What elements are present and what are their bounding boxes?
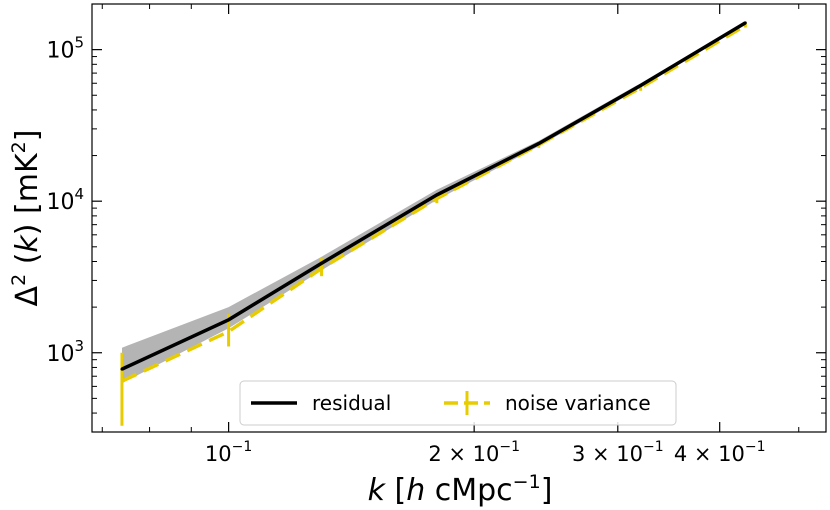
- residual-point: [227, 318, 231, 322]
- residual-point: [537, 142, 541, 146]
- y-tick-label: 104: [46, 185, 84, 215]
- x-axis-label: k [h cMpc−1]: [368, 471, 553, 508]
- x-tick-label: 10−1: [205, 439, 252, 466]
- residual-point: [743, 21, 747, 25]
- residual-point: [639, 83, 643, 87]
- y-axis-label: Δ2 (k) [mK2]: [8, 130, 45, 307]
- legend: residual noise variance: [239, 380, 677, 426]
- residual-point: [320, 261, 324, 265]
- residual-point: [435, 193, 439, 197]
- plot-area: [92, 4, 826, 432]
- x-tick-label: 4 × 10−1: [674, 439, 766, 466]
- residual-band: [122, 21, 746, 384]
- legend-label-residual: residual: [312, 391, 391, 415]
- x-tick-label: 3 × 10−1: [572, 439, 664, 466]
- x-tick-label: 2 × 10−1: [428, 439, 520, 466]
- noise-variance-line: [121, 24, 747, 383]
- y-tick-label: 103: [46, 337, 84, 367]
- legend-label-noise: noise variance: [505, 391, 651, 415]
- residual-point: [120, 367, 124, 371]
- plot-frame: [91, 3, 827, 433]
- y-tick-label: 105: [46, 34, 84, 64]
